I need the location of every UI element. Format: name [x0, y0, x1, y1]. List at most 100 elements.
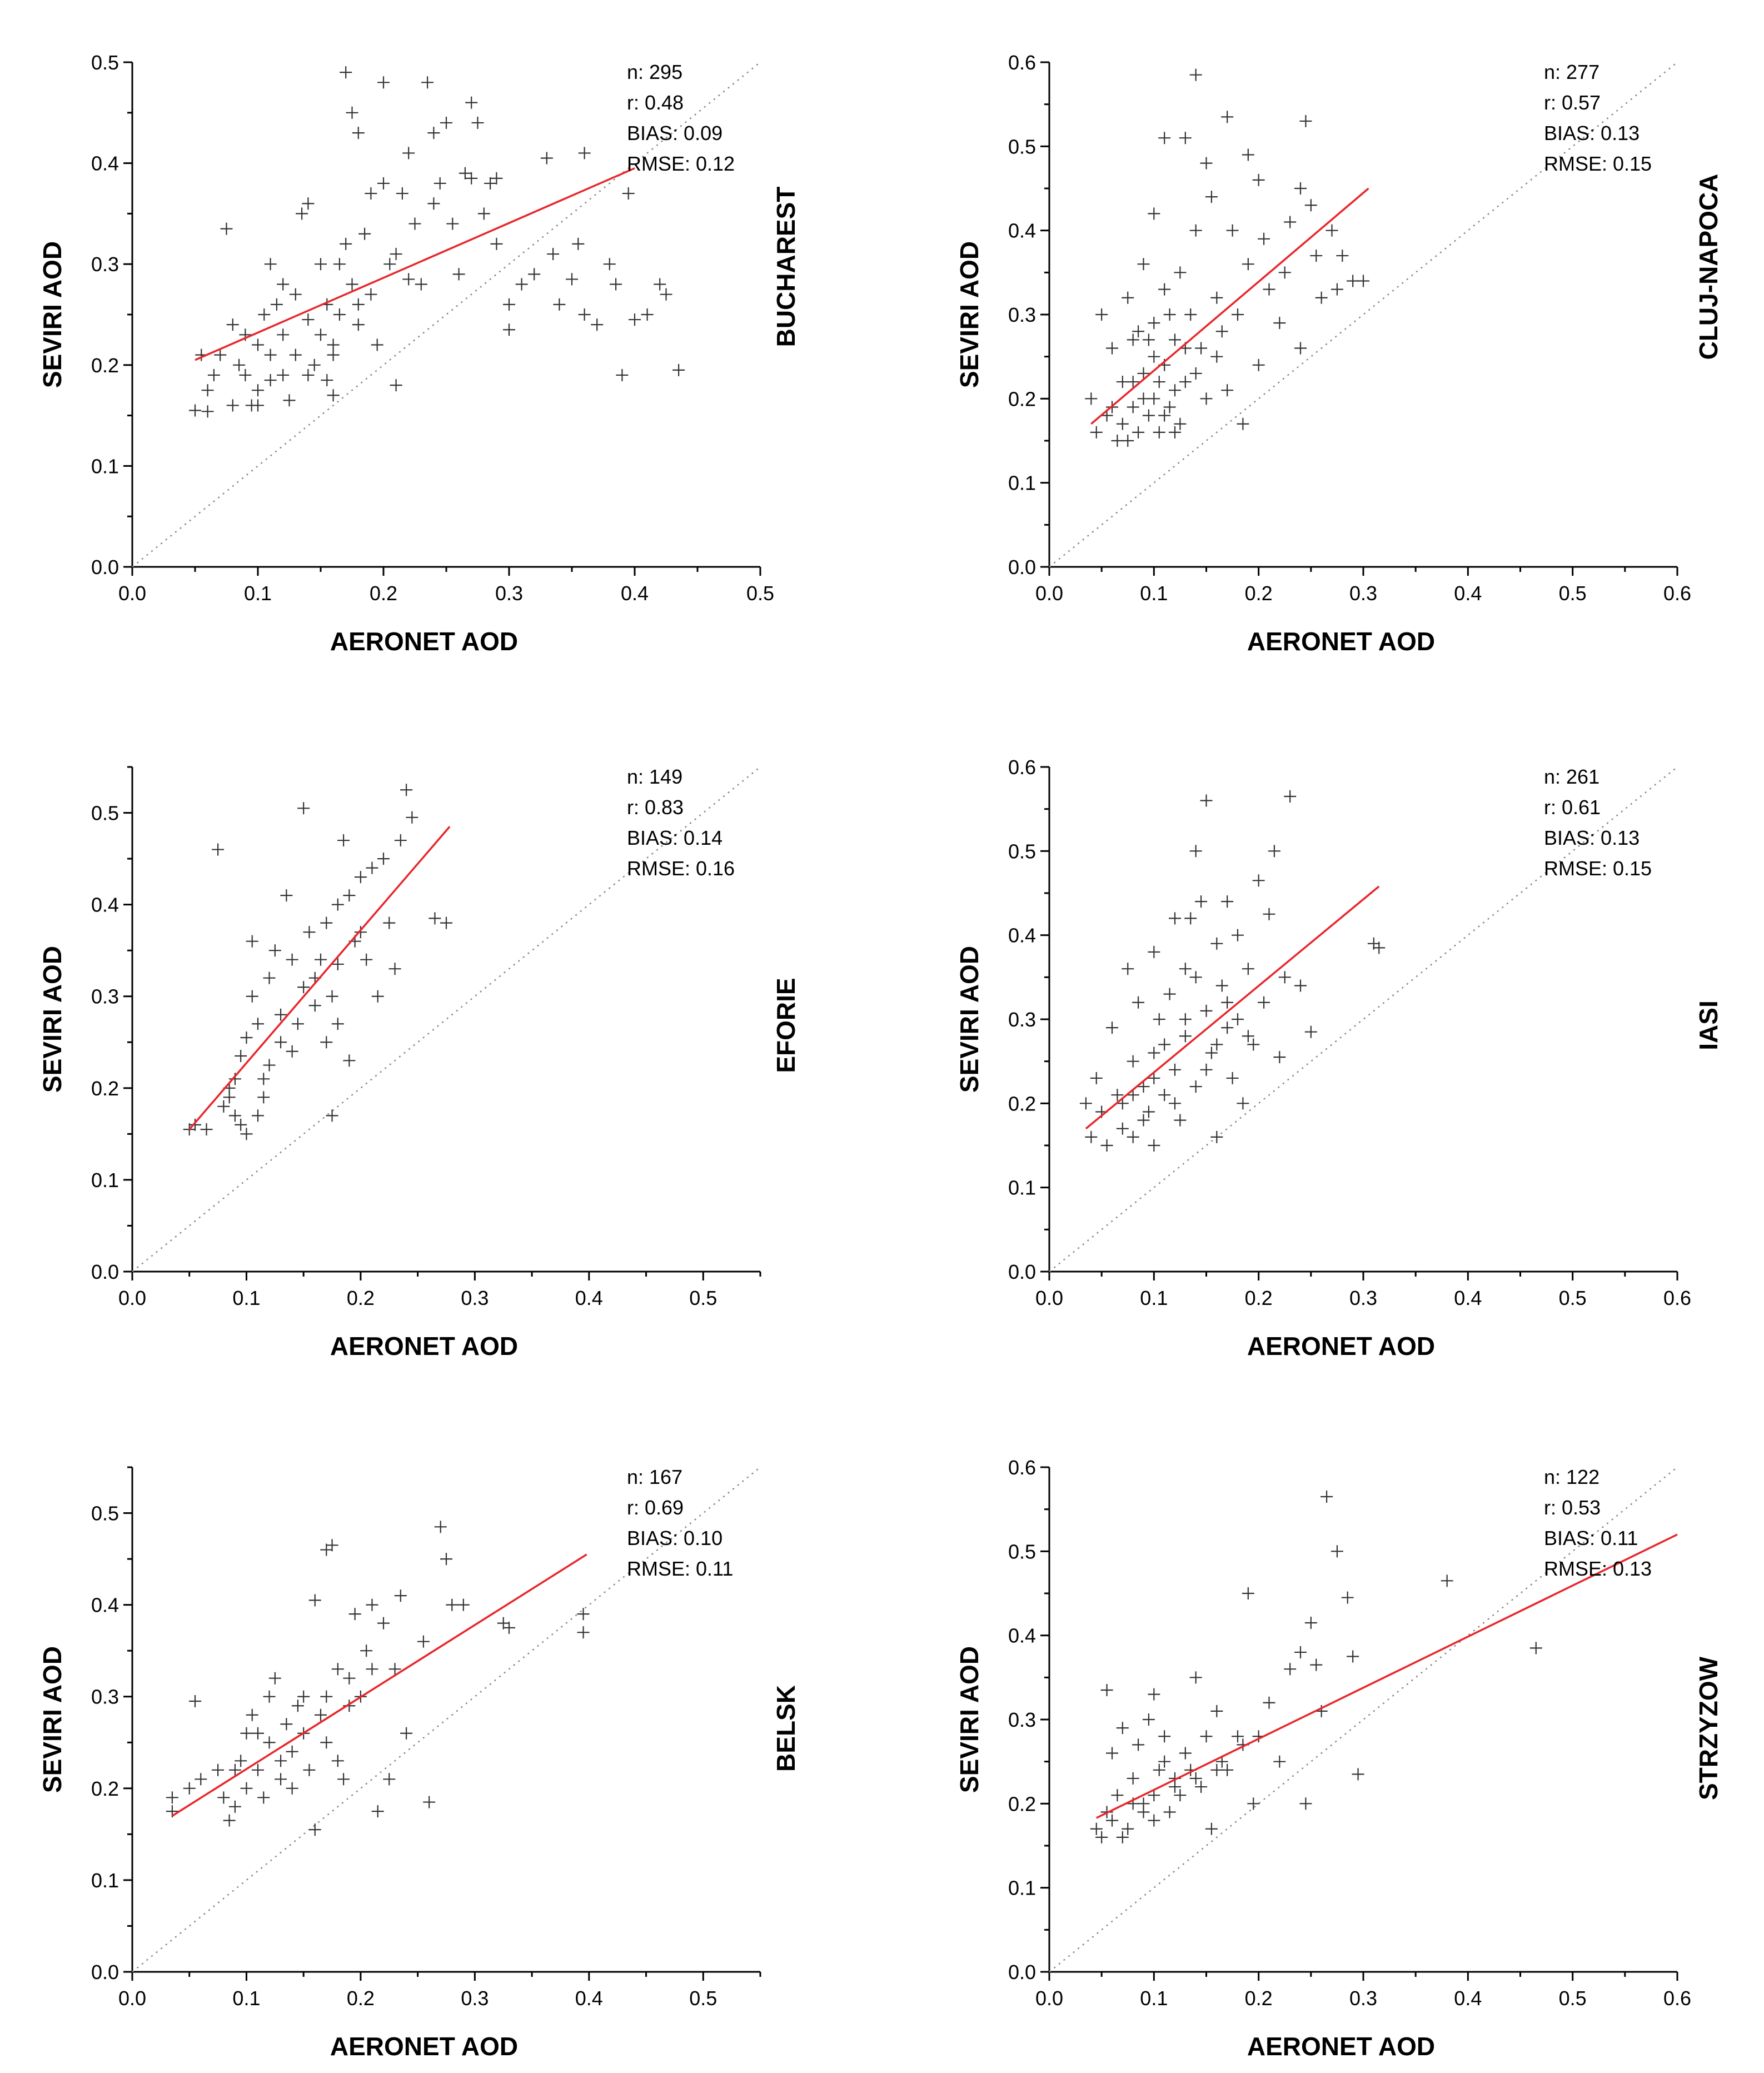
data-point — [1111, 1089, 1124, 1102]
data-point — [1299, 114, 1312, 127]
x-tick-label: 0.1 — [1140, 582, 1168, 605]
data-point — [672, 363, 685, 376]
data-point — [1179, 1747, 1192, 1760]
y-tick-label: 0.1 — [1008, 472, 1036, 495]
data-point — [1205, 191, 1218, 203]
data-point — [553, 298, 566, 311]
data-point — [1158, 1730, 1171, 1743]
data-point — [315, 258, 327, 271]
scatter-panel-bucharest: 0.0 0.1 0.2 0.3 0.4 0.5 0.0 0.1 0.2 0.3 0.4 0.5 AERO… — [38, 51, 800, 656]
x-tick-label: 0.5 — [1559, 582, 1587, 605]
data-point — [1132, 426, 1145, 438]
data-point — [1221, 1763, 1234, 1776]
data-point — [228, 1763, 241, 1776]
x-tick-label: 0.1 — [232, 1287, 260, 1309]
data-point — [228, 1109, 241, 1122]
data-point — [289, 348, 302, 361]
data-point — [286, 1045, 298, 1058]
data-point — [1310, 1658, 1323, 1671]
data-point — [302, 313, 315, 326]
data-point — [1210, 350, 1223, 363]
data-point — [331, 1755, 344, 1767]
data-point — [377, 1617, 390, 1630]
data-point — [354, 926, 367, 939]
data-point — [1132, 325, 1145, 338]
data-point — [183, 1782, 196, 1795]
data-point — [302, 368, 315, 381]
data-point — [1210, 1763, 1223, 1776]
data-point — [1169, 333, 1181, 346]
data-point — [346, 278, 358, 291]
data-point — [320, 916, 333, 929]
data-point — [315, 953, 327, 966]
data-point — [365, 288, 377, 301]
data-point — [275, 1755, 287, 1767]
data-point — [308, 1594, 321, 1607]
data-point — [1127, 1055, 1139, 1068]
data-point — [1169, 384, 1181, 397]
data-point — [1232, 1730, 1244, 1743]
data-point — [1284, 216, 1297, 228]
data-point — [1232, 308, 1244, 321]
data-point — [296, 207, 308, 220]
x-tick-label: 0.5 — [746, 582, 774, 605]
data-point — [371, 1805, 384, 1818]
y-tick-label: 0.3 — [1008, 1708, 1036, 1731]
x-tick-label: 0.6 — [1663, 582, 1691, 605]
data-point — [1189, 1772, 1202, 1785]
data-point — [1284, 1663, 1297, 1676]
data-point — [1242, 258, 1254, 271]
data-point — [465, 172, 478, 185]
data-point — [308, 1823, 321, 1836]
data-point — [1247, 1797, 1260, 1810]
y-tick-label: 0.0 — [91, 556, 119, 579]
y-axis-title: SEVIRI AOD — [38, 1646, 67, 1793]
data-point — [428, 912, 441, 925]
x-axis-title: AERONET AOD — [330, 1332, 518, 1361]
data-point — [1148, 207, 1160, 220]
data-point — [371, 338, 383, 351]
y-tick-label: 0.1 — [91, 1169, 119, 1192]
data-point — [1116, 1122, 1129, 1135]
data-point — [1242, 148, 1254, 161]
data-point — [1106, 342, 1118, 355]
data-point — [263, 1059, 276, 1072]
data-point — [1263, 283, 1275, 296]
data-point — [286, 1782, 298, 1795]
data-point — [212, 1763, 225, 1776]
x-axis-title: AERONET AOD — [1247, 627, 1435, 656]
y-tick-label: 0.0 — [1008, 1260, 1036, 1283]
y-tick-label: 0.2 — [91, 354, 119, 377]
data-point — [340, 66, 352, 79]
data-point — [264, 348, 277, 361]
regression-line — [1090, 187, 1369, 425]
data-point — [1163, 988, 1176, 1000]
data-point — [340, 237, 352, 250]
data-point — [1122, 435, 1134, 447]
data-point — [1148, 945, 1160, 958]
stats-line: n: 277 — [1544, 61, 1599, 83]
data-point — [1278, 971, 1291, 984]
data-point — [1106, 1021, 1118, 1034]
x-tick-label: 0.1 — [1140, 1287, 1168, 1309]
data-point — [327, 338, 340, 351]
data-point — [457, 1598, 470, 1611]
data-point — [337, 834, 350, 847]
data-point — [591, 318, 604, 331]
data-point — [1085, 1130, 1098, 1143]
data-point — [465, 96, 478, 109]
y-tick-label: 0.1 — [1008, 1177, 1036, 1199]
data-point — [235, 1118, 247, 1131]
data-point — [1326, 224, 1338, 237]
data-point — [1189, 224, 1202, 237]
data-point — [315, 1708, 327, 1721]
scatter-panel-eforie: 0.0 0.1 0.2 0.3 0.4 0.5 0.0 0.1 0.2 0.3 0.4 0.5 AERO… — [38, 765, 800, 1361]
data-point — [1116, 1722, 1129, 1735]
data-point — [1215, 325, 1228, 338]
stats-line: r: 0.69 — [627, 1496, 684, 1519]
data-point — [326, 990, 338, 1003]
data-point — [1169, 1063, 1181, 1076]
data-point — [1148, 1814, 1160, 1827]
data-point — [1278, 266, 1291, 279]
x-tick-label: 0.2 — [1245, 582, 1273, 605]
